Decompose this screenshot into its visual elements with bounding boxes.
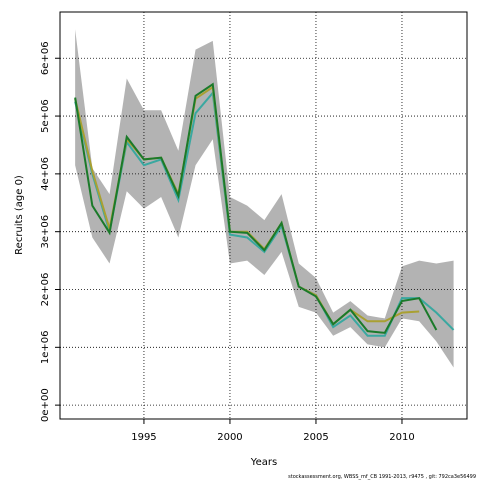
y-tick-label: 1e+06 <box>40 331 51 365</box>
y-tick-label: 2e+06 <box>40 273 51 307</box>
footer: stockassessment.org, WBSS_mf_CB 1991-201… <box>288 474 476 480</box>
confidence-band <box>75 29 454 368</box>
y-tick-label: 0e+00 <box>40 388 51 422</box>
y-tick-label: 6e+06 <box>40 41 51 75</box>
y-tick-label: 5e+06 <box>40 99 51 133</box>
series-line <box>74 82 438 334</box>
x-tick-label: 2005 <box>303 432 328 443</box>
x-tick-label: 1995 <box>131 432 156 443</box>
x-axis-label: Years <box>250 457 277 468</box>
y-tick-label: 4e+06 <box>40 157 51 191</box>
x-tick-label: 2010 <box>389 432 414 443</box>
plot-frame <box>59 11 468 420</box>
y-axis-label: Recruits (age 0) <box>14 175 25 255</box>
x-tick-label: 2000 <box>217 432 242 443</box>
y-tick-label: 3e+06 <box>40 215 51 249</box>
